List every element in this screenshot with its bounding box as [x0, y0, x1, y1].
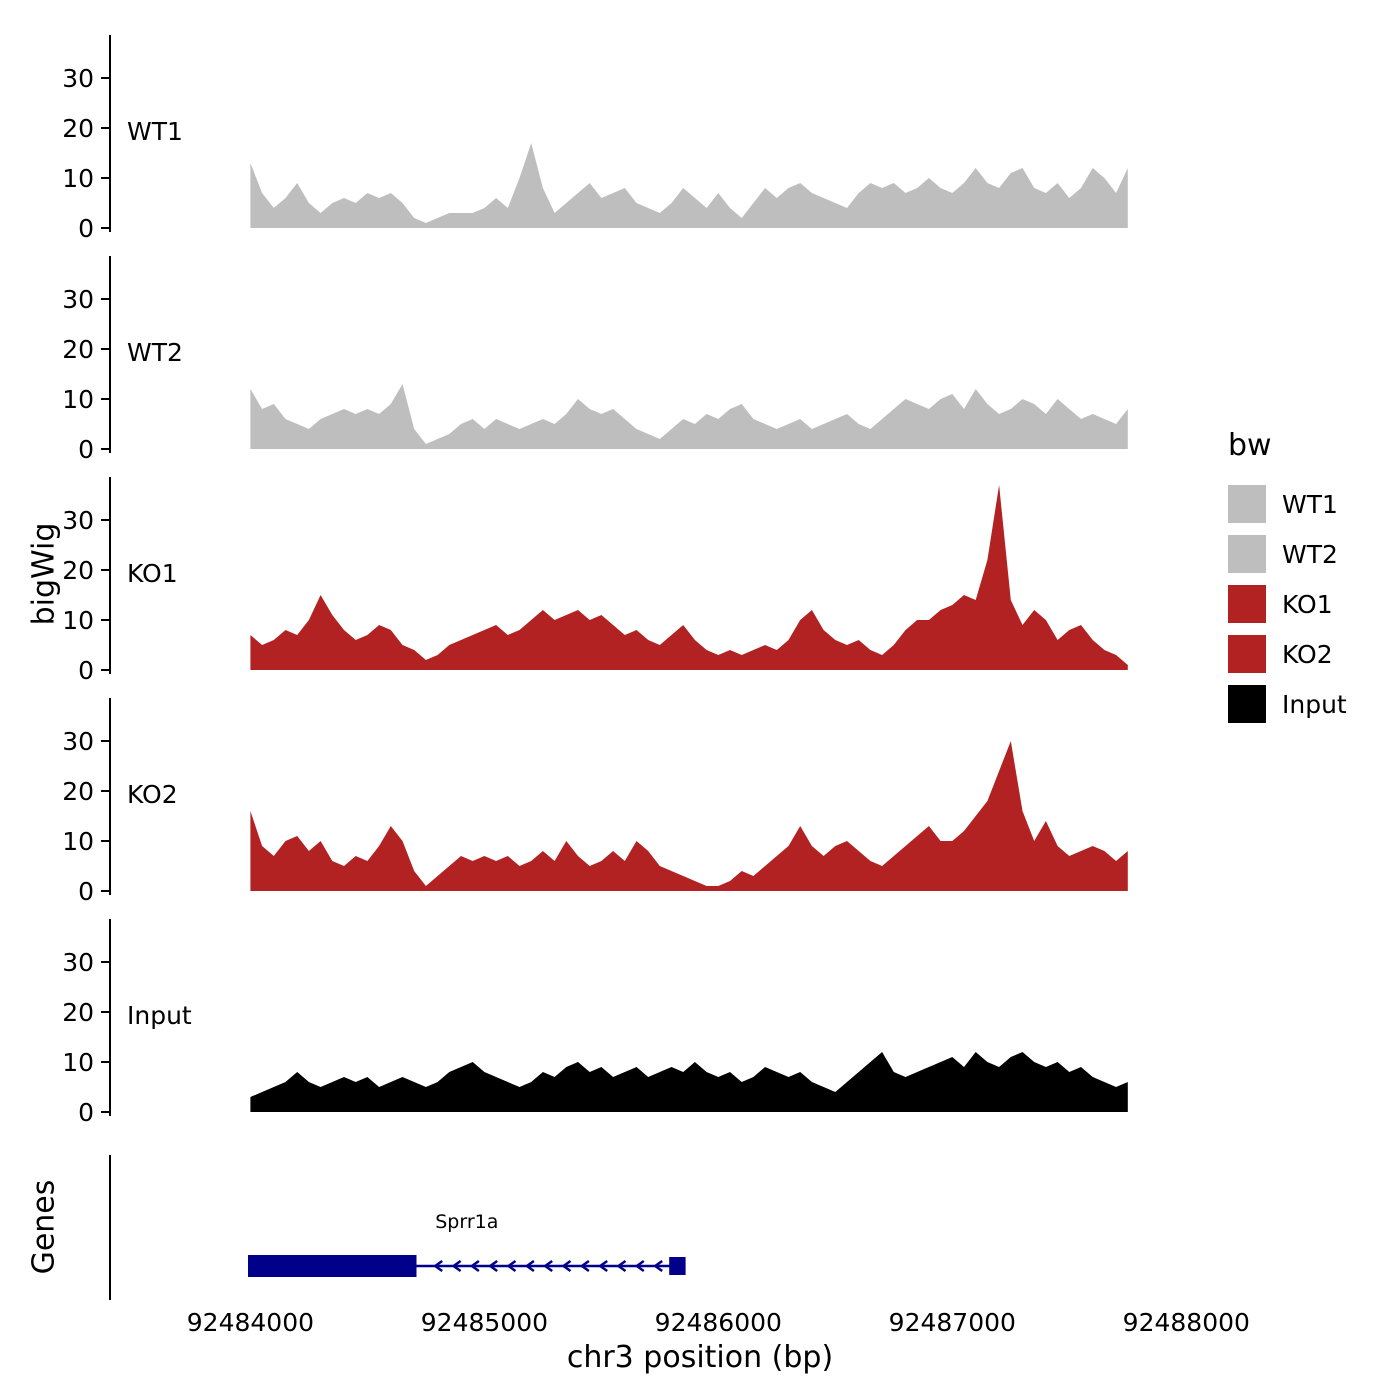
- coverage-area-input: [250, 1052, 1128, 1112]
- x-tick-label: 92485000: [421, 1308, 548, 1337]
- track-label-wt2: WT2: [127, 338, 183, 367]
- y-tick-label: 30: [62, 64, 94, 93]
- x-axis: 92484000 92485000 92486000 92487000 92488000: [187, 1308, 1250, 1337]
- gene-strand-arrow: [524, 1259, 535, 1273]
- coverage-area-wt1: [250, 143, 1128, 228]
- x-tick-label: 92488000: [1123, 1308, 1250, 1337]
- legend-label: WT1: [1282, 489, 1338, 519]
- gene-strand-arrow: [634, 1259, 645, 1273]
- legend-item-wt2: WT2: [1228, 535, 1347, 573]
- coverage-area-ko1: [250, 485, 1128, 670]
- gene-strand-arrow: [653, 1259, 663, 1273]
- coverage-area-ko2: [250, 741, 1128, 891]
- gene-strand-arrow: [543, 1259, 553, 1273]
- legend-label: Input: [1282, 689, 1347, 719]
- y-tick-label: 20: [62, 114, 94, 143]
- legend-label: KO1: [1282, 589, 1333, 619]
- y-tick-label: 0: [78, 656, 94, 685]
- legend-items: WT1 WT2 KO1 KO2 Input: [1228, 485, 1347, 723]
- y-tick-label: 0: [78, 877, 94, 906]
- legend-swatch-ko2: [1228, 635, 1266, 673]
- legend-swatch-ko1: [1228, 585, 1266, 623]
- x-axis-title: chr3 position (bp): [566, 1340, 834, 1375]
- y-tick-label: 10: [62, 385, 94, 414]
- gene-strand-arrow: [616, 1259, 627, 1273]
- y-axis-title-bigwig: bigWig: [26, 522, 62, 626]
- x-tick-label: 92484000: [187, 1308, 314, 1337]
- x-tick-label: 92487000: [889, 1308, 1016, 1337]
- x-tick-label: 92486000: [655, 1308, 782, 1337]
- y-tick-label: 20: [62, 998, 94, 1027]
- legend-item-input: Input: [1228, 685, 1347, 723]
- legend-item-ko2: KO2: [1228, 635, 1347, 673]
- track-wt1: 0 10 20 30 WT1: [62, 35, 1128, 243]
- track-input: 0 10 20 30 Input: [62, 919, 1128, 1127]
- track-ko2: 0 10 20 30 KO2: [62, 698, 1128, 906]
- legend-swatch-wt2: [1228, 535, 1266, 573]
- gene-strand-arrow: [506, 1259, 517, 1273]
- legend-label: WT2: [1282, 539, 1338, 569]
- gene-strand-arrow: [579, 1259, 590, 1273]
- gene-strand-arrow: [469, 1259, 480, 1273]
- gene-strand-arrow: [488, 1259, 498, 1273]
- y-tick-label: 0: [78, 214, 94, 243]
- legend: bw WT1 WT2 KO1 KO2 Input: [1228, 428, 1347, 735]
- y-tick-label: 30: [62, 506, 94, 535]
- coverage-area-wt2: [250, 384, 1128, 449]
- gene-strand-arrow: [451, 1259, 462, 1273]
- gene-exon-thick: [248, 1255, 417, 1277]
- y-tick-label: 30: [62, 948, 94, 977]
- y-tick-label: 10: [62, 606, 94, 635]
- gene-strand-arrow: [598, 1259, 608, 1273]
- gene-exon-end: [669, 1257, 686, 1275]
- y-tick-label: 20: [62, 556, 94, 585]
- legend-swatch-input: [1228, 685, 1266, 723]
- track-label-ko1: KO1: [127, 559, 178, 588]
- track-label-input: Input: [127, 1001, 192, 1030]
- y-tick-label: 0: [78, 1098, 94, 1127]
- y-tick-label: 10: [62, 164, 94, 193]
- y-tick-label: 0: [78, 435, 94, 464]
- track-label-wt1: WT1: [127, 117, 183, 146]
- y-tick-label: 20: [62, 777, 94, 806]
- genes-track: Sprr1a: [109, 1155, 686, 1300]
- legend-item-wt1: WT1: [1228, 485, 1347, 523]
- gene-name-label: Sprr1a: [435, 1211, 498, 1233]
- track-ko1: 0 10 20 30 KO1: [62, 477, 1128, 685]
- y-tick-label: 10: [62, 827, 94, 856]
- gene-strand-arrow: [433, 1259, 443, 1273]
- legend-item-ko1: KO1: [1228, 585, 1347, 623]
- gene-strand-arrow: [561, 1259, 572, 1273]
- track-wt2: 0 10 20 30 WT2: [62, 256, 1128, 464]
- track-label-ko2: KO2: [127, 780, 178, 809]
- y-tick-label: 30: [62, 285, 94, 314]
- legend-swatch-wt1: [1228, 485, 1266, 523]
- legend-title: bw: [1228, 428, 1272, 463]
- y-tick-label: 30: [62, 727, 94, 756]
- y-axis-title-genes: Genes: [26, 1179, 62, 1275]
- legend-label: KO2: [1282, 639, 1333, 669]
- y-tick-label: 20: [62, 335, 94, 364]
- y-tick-label: 10: [62, 1048, 94, 1077]
